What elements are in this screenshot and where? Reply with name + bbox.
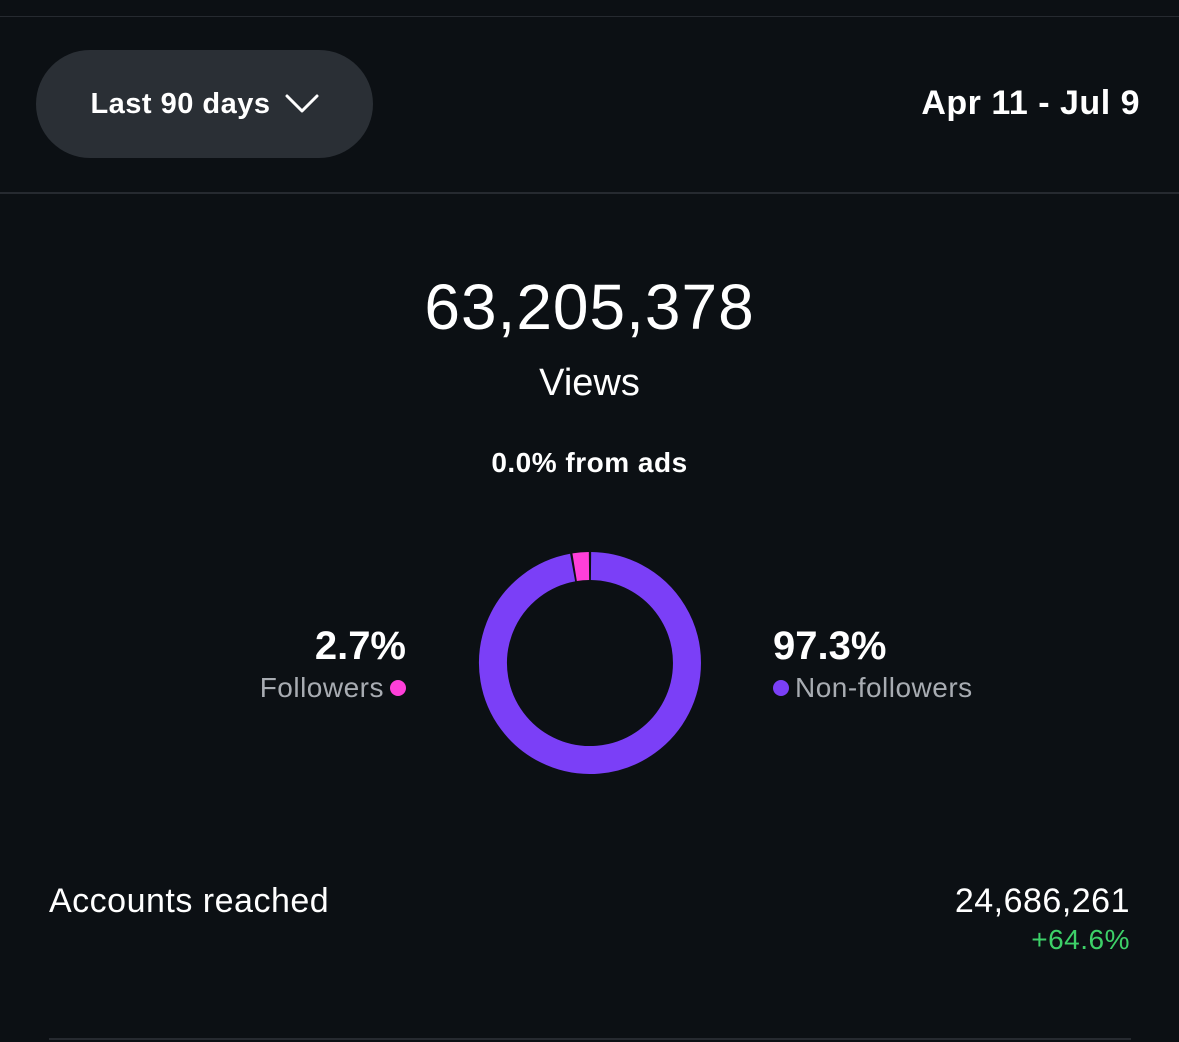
top-divider <box>0 16 1179 17</box>
followers-dot-icon <box>390 680 406 696</box>
non-followers-label: Non-followers <box>795 672 973 703</box>
followers-legend-label-row: Followers <box>260 670 406 706</box>
chevron-down-icon <box>285 94 319 113</box>
header-row: Last 90 days Apr 11 - Jul 9 <box>0 0 1179 192</box>
date-range-dropdown[interactable]: Last 90 days <box>36 50 373 158</box>
header-divider <box>0 192 1179 194</box>
non-followers-legend: 97.3% Non-followers <box>773 622 973 706</box>
accounts-reached-change: +64.6% <box>1031 924 1130 955</box>
non-followers-legend-label-row: Non-followers <box>773 670 973 706</box>
views-donut-chart <box>479 552 701 774</box>
ads-percentage: 0.0% from ads <box>491 447 688 478</box>
accounts-reached-label: Accounts reached <box>49 882 330 920</box>
date-range-dropdown-label: Last 90 days <box>90 87 271 120</box>
non-followers-dot-icon <box>773 680 789 696</box>
views-label: Views <box>539 362 640 404</box>
followers-percent: 2.7% <box>314 624 406 668</box>
donut-segment-followers <box>572 552 590 582</box>
bottom-divider <box>49 1038 1131 1040</box>
date-range-text: Apr 11 - Jul 9 <box>921 84 1140 122</box>
non-followers-percent: 97.3% <box>773 624 887 668</box>
donut-segment-non-followers <box>479 552 701 774</box>
accounts-reached-value: 24,686,261 <box>954 882 1130 920</box>
followers-legend: 2.7% Followers <box>260 622 406 706</box>
followers-label: Followers <box>259 672 384 703</box>
views-total: 63,205,378 <box>424 271 755 343</box>
